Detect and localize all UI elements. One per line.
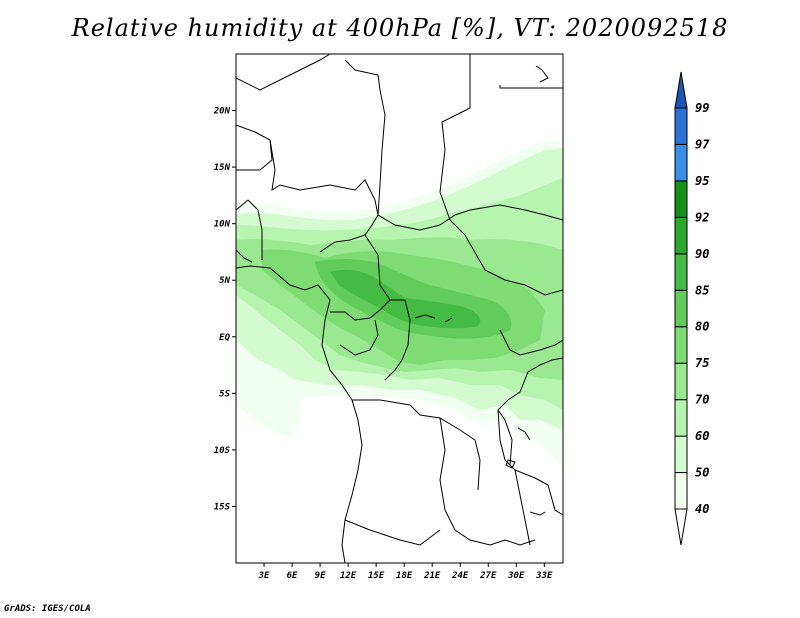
colorbar-level-label: 70 — [695, 393, 709, 407]
lon-tick-label: 6E — [287, 571, 298, 581]
humidity-fill — [236, 140, 563, 470]
colorbar-swatch — [674, 107, 688, 145]
colorbar-level-label: 99 — [695, 101, 709, 115]
lat-tick-label: 5N — [219, 276, 230, 286]
colorbar-swatch — [674, 326, 688, 364]
colorbar-lower-triangle — [674, 508, 688, 546]
colorbar-level-label: 40 — [695, 502, 709, 516]
colorbar-level-label: 92 — [695, 210, 709, 224]
colorbar-level-label: 80 — [695, 320, 709, 334]
lat-tick-label: 10S — [214, 446, 231, 456]
colorbar: 40 50 60 70 75 80 85 90 92 95 97 99 — [674, 71, 710, 546]
grads-credit: GrADS: IGES/COLA — [4, 604, 91, 614]
latitude-axis: 20N 15N 10N 5N EQ 5S 10S 15S — [213, 107, 236, 512]
colorbar-level-label: 50 — [695, 466, 709, 480]
colorbar-swatch — [674, 180, 688, 218]
colorbar-level-label: 95 — [695, 174, 709, 188]
lon-tick-label: 33E — [535, 571, 553, 581]
lat-tick-label: 10N — [214, 220, 231, 230]
colorbar-swatch — [674, 289, 688, 328]
colorbar-swatch — [674, 362, 688, 401]
colorbar-level-label: 60 — [695, 429, 709, 443]
lat-tick-label: EQ — [219, 333, 230, 343]
longitude-axis: 3E 6E 9E 12E 15E 18E 21E 24E 27E 30E 33E — [258, 563, 553, 581]
colorbar-swatch — [674, 253, 688, 291]
lon-tick-label: 3E — [258, 571, 270, 581]
colorbar-level-label: 90 — [695, 247, 709, 261]
humidity-level-85 — [330, 269, 481, 329]
colorbar-swatch — [674, 216, 688, 255]
colorbar-swatch — [674, 435, 688, 474]
colorbar-level-label: 75 — [695, 356, 709, 370]
lon-tick-label: 21E — [423, 571, 441, 581]
lat-tick-label: 5S — [219, 389, 230, 399]
lon-tick-label: 18E — [396, 571, 413, 581]
colorbar-level-label: 85 — [695, 283, 709, 297]
lat-tick-label: 20N — [213, 107, 231, 117]
lon-tick-label: 27E — [479, 571, 497, 581]
colorbar-upper-triangle — [674, 71, 688, 109]
lon-tick-label: 12E — [340, 571, 357, 581]
lon-tick-label: 30E — [507, 571, 525, 581]
colorbar-swatch — [674, 399, 688, 437]
lon-tick-label: 9E — [315, 571, 326, 581]
lat-tick-label: 15N — [214, 163, 231, 173]
boundaries — [236, 54, 563, 563]
colorbar-swatch — [674, 143, 688, 182]
colorbar-swatch — [674, 472, 688, 510]
lat-tick-label: 15S — [214, 502, 231, 512]
map-title: Relative humidity at 400hPa [%], VT: 202… — [71, 14, 729, 42]
lon-tick-label: 24E — [451, 571, 469, 581]
lon-tick-label: 15E — [368, 571, 385, 581]
map-frame — [235, 53, 564, 564]
colorbar-level-label: 97 — [695, 137, 710, 151]
